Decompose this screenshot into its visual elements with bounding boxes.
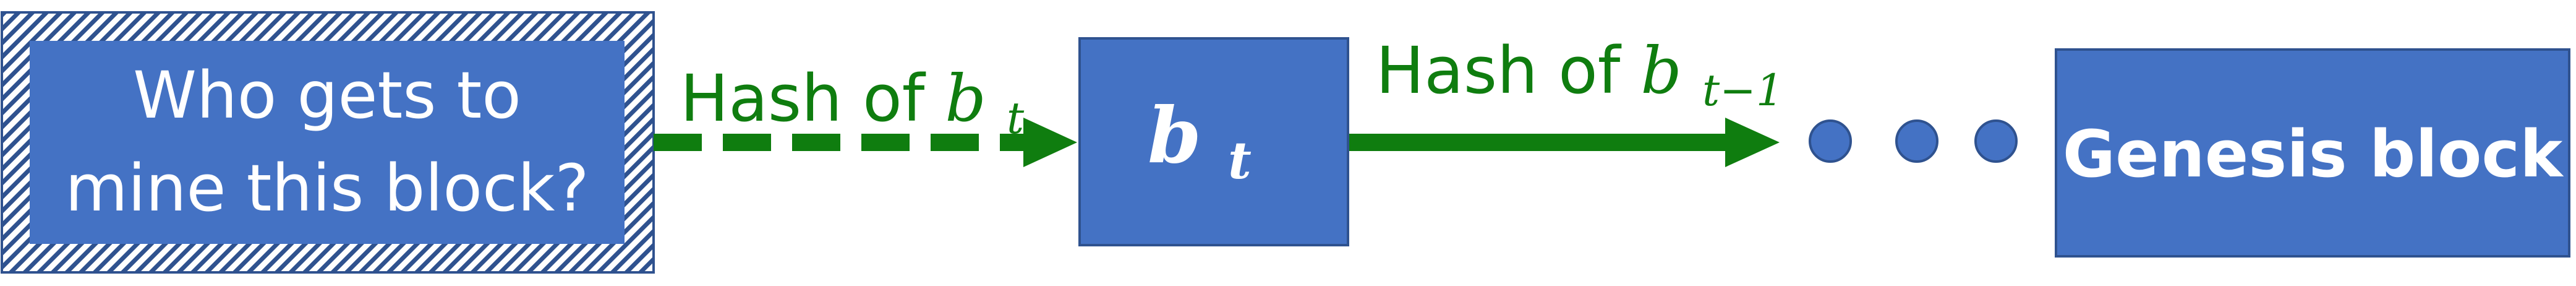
- ellipsis-dot-1: [1809, 119, 1852, 163]
- edge-label-pending-sub: t: [1007, 93, 1025, 144]
- edge-label-pending-text: Hash of: [680, 61, 945, 136]
- edge-label-bt-var: b: [1640, 33, 1682, 108]
- block-bt-label: b t: [1148, 91, 1252, 191]
- chain-ellipsis: [1809, 119, 2018, 163]
- edge-label-bt-text: Hash of: [1376, 33, 1640, 108]
- dashed-hash-arrow: [654, 118, 1077, 167]
- edge-label-bt: Hash of b t−1: [1376, 33, 1783, 116]
- solid-hash-arrow: [1349, 118, 1780, 167]
- block-bt: b t: [1078, 37, 1349, 246]
- genesis-block: Genesis block: [2055, 48, 2570, 258]
- edge-label-pending: Hash of b t: [680, 61, 1025, 144]
- block-bt-var: b: [1148, 91, 1201, 181]
- pending-block-line2: mine this block?: [65, 150, 589, 226]
- edge-label-pending-var: b: [945, 61, 986, 136]
- genesis-block-label: Genesis block: [2063, 116, 2564, 192]
- edge-label-bt-sub: t−1: [1702, 65, 1783, 116]
- pending-block-line1: Who gets to: [133, 58, 521, 133]
- block-bt-sub: t: [1228, 131, 1252, 191]
- ellipsis-dot-3: [1974, 119, 2018, 163]
- pending-block: Who gets to mine this block?: [1, 11, 655, 274]
- ellipsis-dot-2: [1895, 119, 1938, 163]
